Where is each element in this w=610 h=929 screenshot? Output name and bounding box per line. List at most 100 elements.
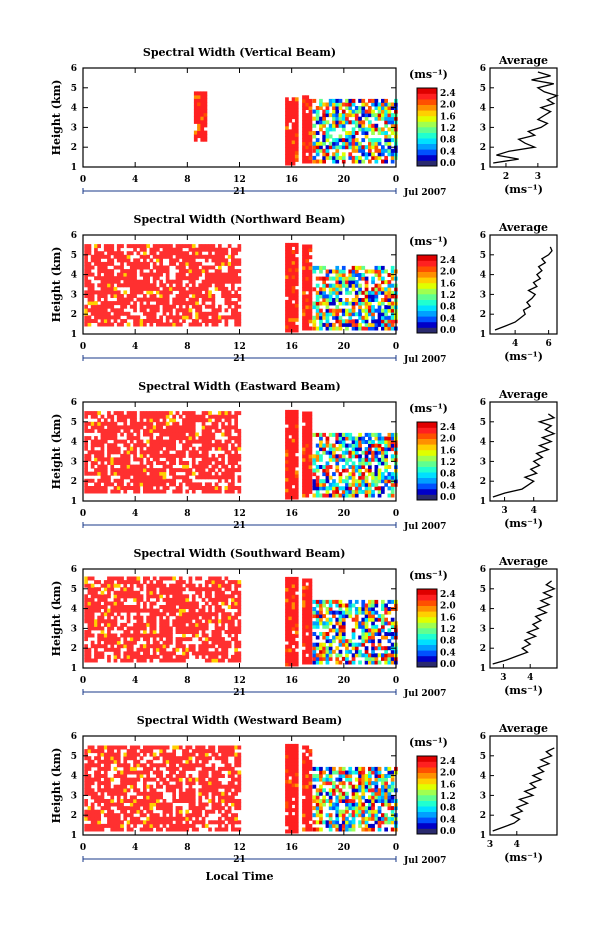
heatmap-cell <box>146 475 150 480</box>
heatmap-cell <box>159 622 163 627</box>
heatmap-cell <box>97 777 101 782</box>
heatmap-cell <box>381 599 385 604</box>
heatmap-cell <box>285 154 289 159</box>
heatmap-cell <box>364 646 369 651</box>
heatmap-cell <box>113 633 118 638</box>
heatmap-cell <box>204 640 209 645</box>
heatmap-cell <box>368 493 372 498</box>
heatmap-cell <box>178 630 183 634</box>
heatmap-cell <box>103 269 108 274</box>
heatmap-cell <box>302 425 306 430</box>
heatmap-cell <box>120 254 124 259</box>
heatmap-cell <box>358 457 362 462</box>
heatmap-cell <box>335 276 340 281</box>
heatmap-cell <box>116 774 121 778</box>
heatmap-cell <box>351 660 356 665</box>
heatmap-cell <box>149 421 154 426</box>
heatmap-cell <box>204 651 209 656</box>
heatmap-cell <box>159 615 163 620</box>
heatmap-cell <box>182 619 186 624</box>
heatmap-cell <box>354 283 359 288</box>
heatmap-cell <box>175 640 180 645</box>
colorbar-tick-label: 2.4 <box>440 423 456 433</box>
heatmap-cell <box>110 244 115 249</box>
heatmap-cell <box>315 120 320 125</box>
heatmap-cell <box>120 265 124 270</box>
heatmap-cell <box>100 809 105 814</box>
heatmap-cell <box>143 601 147 606</box>
heatmap-cell <box>231 311 235 316</box>
heatmap-cell <box>200 98 205 103</box>
heatmap-cell <box>139 626 144 631</box>
heatmap-cell <box>97 486 101 490</box>
heatmap-cell <box>348 109 353 114</box>
heatmap-cell <box>390 283 395 288</box>
heatmap-cell <box>335 440 340 444</box>
heatmap-cell <box>198 486 203 490</box>
heatmap-cell <box>191 587 196 592</box>
heatmap-cell <box>107 777 111 782</box>
heatmap-cell <box>285 271 289 276</box>
heatmap-cell <box>218 597 222 602</box>
heatmap-cell <box>116 428 121 433</box>
heatmap-cell <box>84 283 88 288</box>
colorbar-tick-label: 2.0 <box>440 602 456 612</box>
heatmap-cell <box>348 607 353 611</box>
heatmap-cell <box>107 421 111 426</box>
heatmap-cell <box>302 617 306 622</box>
heatmap-cell <box>351 298 356 302</box>
heatmap-cell <box>123 443 128 448</box>
heatmap-cell <box>90 411 95 416</box>
heatmap-cell <box>188 301 193 306</box>
heatmap-cell <box>107 475 111 480</box>
heatmap-cell <box>175 432 180 437</box>
heatmap-cell <box>381 265 385 270</box>
heatmap-cell <box>165 590 170 595</box>
heatmap-cell <box>291 292 296 297</box>
heatmap-cell <box>345 106 349 110</box>
heatmap-cell <box>315 106 320 110</box>
heatmap-cell <box>172 619 176 624</box>
heatmap-cell <box>312 123 317 128</box>
heatmap-cell <box>90 781 95 786</box>
heatmap-cell <box>84 763 88 768</box>
heatmap-cell <box>377 265 382 270</box>
heatmap-cell <box>146 319 150 323</box>
heatmap-cell <box>103 806 108 811</box>
heatmap-cell <box>335 461 340 466</box>
heatmap-cell <box>110 432 115 437</box>
heatmap-cell <box>193 130 198 135</box>
date-day-label: 21 <box>233 521 246 531</box>
heatmap-cell <box>319 649 323 654</box>
heatmap-cell <box>143 311 147 316</box>
heatmap-cell <box>348 493 353 498</box>
heatmap-cell <box>285 456 289 461</box>
colorbar-swatch <box>417 605 437 612</box>
avg-x-tick-label: 4 <box>527 673 533 683</box>
heatmap-cell <box>288 257 293 262</box>
heatmap-cell <box>139 478 144 483</box>
heatmap-cell <box>285 431 289 436</box>
heatmap-cell <box>107 820 111 825</box>
heatmap-cell <box>371 656 375 661</box>
heatmap-cell <box>208 608 212 613</box>
heatmap-cell <box>116 322 121 327</box>
heatmap-cell <box>358 653 362 658</box>
heatmap-cell <box>143 482 147 487</box>
heatmap-cell <box>185 626 190 631</box>
heatmap-cell <box>87 806 92 811</box>
colorbar-frame <box>416 421 438 501</box>
x-tick-label: 4 <box>132 342 138 352</box>
heatmap-cell <box>201 647 206 652</box>
heatmap-cell <box>185 276 190 281</box>
heatmap-cell <box>294 449 299 454</box>
heatmap-cell <box>381 614 385 619</box>
heatmap-cell <box>178 414 183 419</box>
heatmap-cell <box>120 244 124 249</box>
heatmap-cell <box>172 432 176 437</box>
heatmap-cell <box>390 486 395 491</box>
heatmap-cell <box>221 583 225 588</box>
heatmap-cell <box>234 651 238 656</box>
heatmap-cell <box>208 265 212 270</box>
heatmap-cell <box>208 637 212 642</box>
